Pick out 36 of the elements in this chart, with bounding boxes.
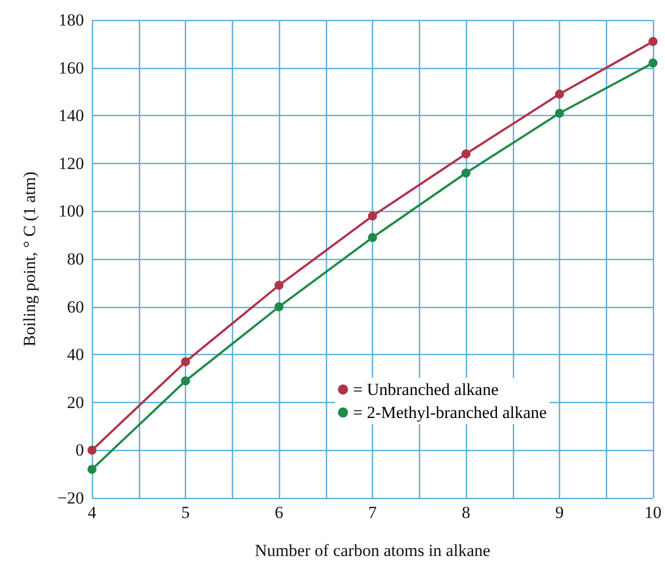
x-tick-label: 5 [181, 503, 190, 522]
x-axis-title: Number of carbon atoms in alkane [254, 541, 490, 560]
y-tick-label: 80 [67, 250, 84, 268]
point [462, 149, 470, 158]
point [181, 376, 190, 386]
point [88, 464, 96, 474]
y-tick-label: 0 [76, 440, 84, 460]
x-tick-label: 9 [555, 503, 564, 522]
x-tick-label: 7 [368, 503, 378, 522]
point [555, 108, 564, 118]
point [368, 211, 377, 220]
point [274, 280, 284, 290]
legend-label: = 2-Methyl-branched alkane [353, 403, 547, 422]
point [368, 232, 377, 242]
y-tick-label: 140 [58, 106, 84, 126]
y-axis-title: Boiling point, ° C (1 atm) [20, 172, 39, 346]
y-tick-label: 20 [67, 392, 84, 412]
x-tick-label: 6 [274, 503, 284, 522]
point [555, 90, 564, 99]
point [462, 168, 470, 178]
point [648, 37, 658, 46]
point [274, 302, 284, 312]
x-tick-label: 10 [644, 503, 662, 522]
y-tick-label: 60 [67, 297, 84, 316]
legend-label: = Unbranched alkane [353, 380, 499, 399]
y-tick-label: 160 [58, 58, 84, 78]
x-tick-label: 4 [88, 503, 97, 522]
point [648, 58, 658, 68]
y-tick-label: −20 [57, 488, 84, 508]
y-tick-label: 40 [67, 345, 84, 364]
x-tick-label: 8 [462, 503, 470, 522]
y-tick-label: 100 [58, 202, 84, 221]
point [181, 357, 190, 366]
y-tick-label: 120 [58, 154, 84, 173]
y-tick-label: 180 [58, 10, 84, 30]
point [88, 446, 96, 455]
